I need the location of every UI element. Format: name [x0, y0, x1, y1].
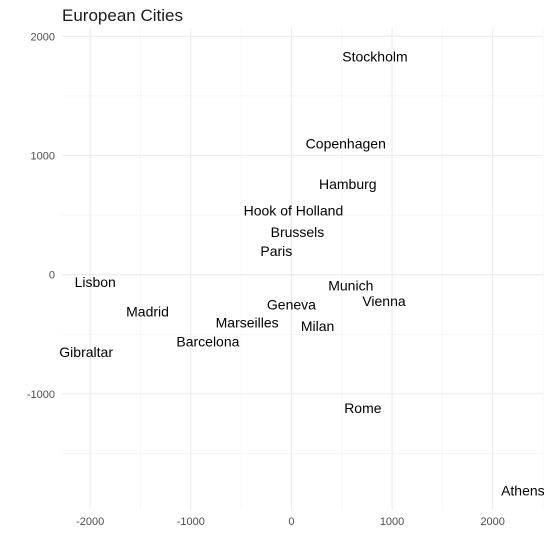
city-label-munich: Munich [328, 277, 373, 293]
city-label-madrid: Madrid [126, 304, 169, 320]
city-label-rome: Rome [344, 400, 382, 416]
city-label-hook-of-holland: Hook of Holland [244, 202, 344, 218]
city-label-hamburg: Hamburg [319, 176, 377, 192]
y-tick-label: 1000 [31, 151, 55, 163]
grid-layer [62, 28, 544, 510]
city-label-gibraltar: Gibraltar [59, 344, 113, 360]
city-labels: Stockholm Copenhagen Hamburg Hook of Hollan… [59, 49, 544, 499]
city-label-paris: Paris [260, 243, 292, 259]
y-tick-label: -1000 [27, 389, 55, 401]
city-label-barcelona: Barcelona [176, 333, 239, 349]
city-label-athens: Athens [501, 482, 545, 498]
city-label-stockholm: Stockholm [342, 49, 407, 65]
x-tick-label: 0 [288, 516, 294, 528]
axis-tick-labels: -2000 -1000 0 1000 2000 -1000 0 1000 2000 [27, 31, 505, 528]
city-label-marseilles: Marseilles [216, 314, 279, 330]
chart-title: European Cities [62, 6, 183, 25]
y-tick-label: 2000 [31, 31, 55, 43]
x-tick-label: -1000 [177, 516, 205, 528]
city-label-geneva: Geneva [267, 296, 316, 312]
city-label-lisbon: Lisbon [75, 274, 116, 290]
city-label-milan: Milan [301, 318, 334, 334]
y-tick-label: 0 [49, 270, 55, 282]
city-label-vienna: Vienna [362, 293, 406, 309]
city-label-copenhagen: Copenhagen [306, 136, 386, 152]
x-tick-label: -2000 [76, 516, 104, 528]
x-tick-label: 2000 [480, 516, 504, 528]
x-tick-label: 1000 [380, 516, 404, 528]
city-label-brussels: Brussels [271, 224, 325, 240]
